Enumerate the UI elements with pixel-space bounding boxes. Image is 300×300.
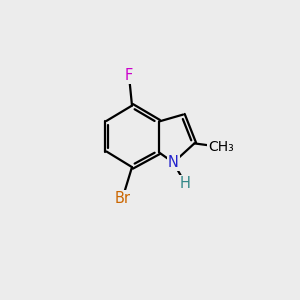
Text: F: F — [125, 68, 133, 83]
Text: Br: Br — [114, 191, 130, 206]
Text: N: N — [168, 155, 179, 170]
Text: CH₃: CH₃ — [208, 140, 234, 154]
Text: H: H — [180, 176, 191, 191]
